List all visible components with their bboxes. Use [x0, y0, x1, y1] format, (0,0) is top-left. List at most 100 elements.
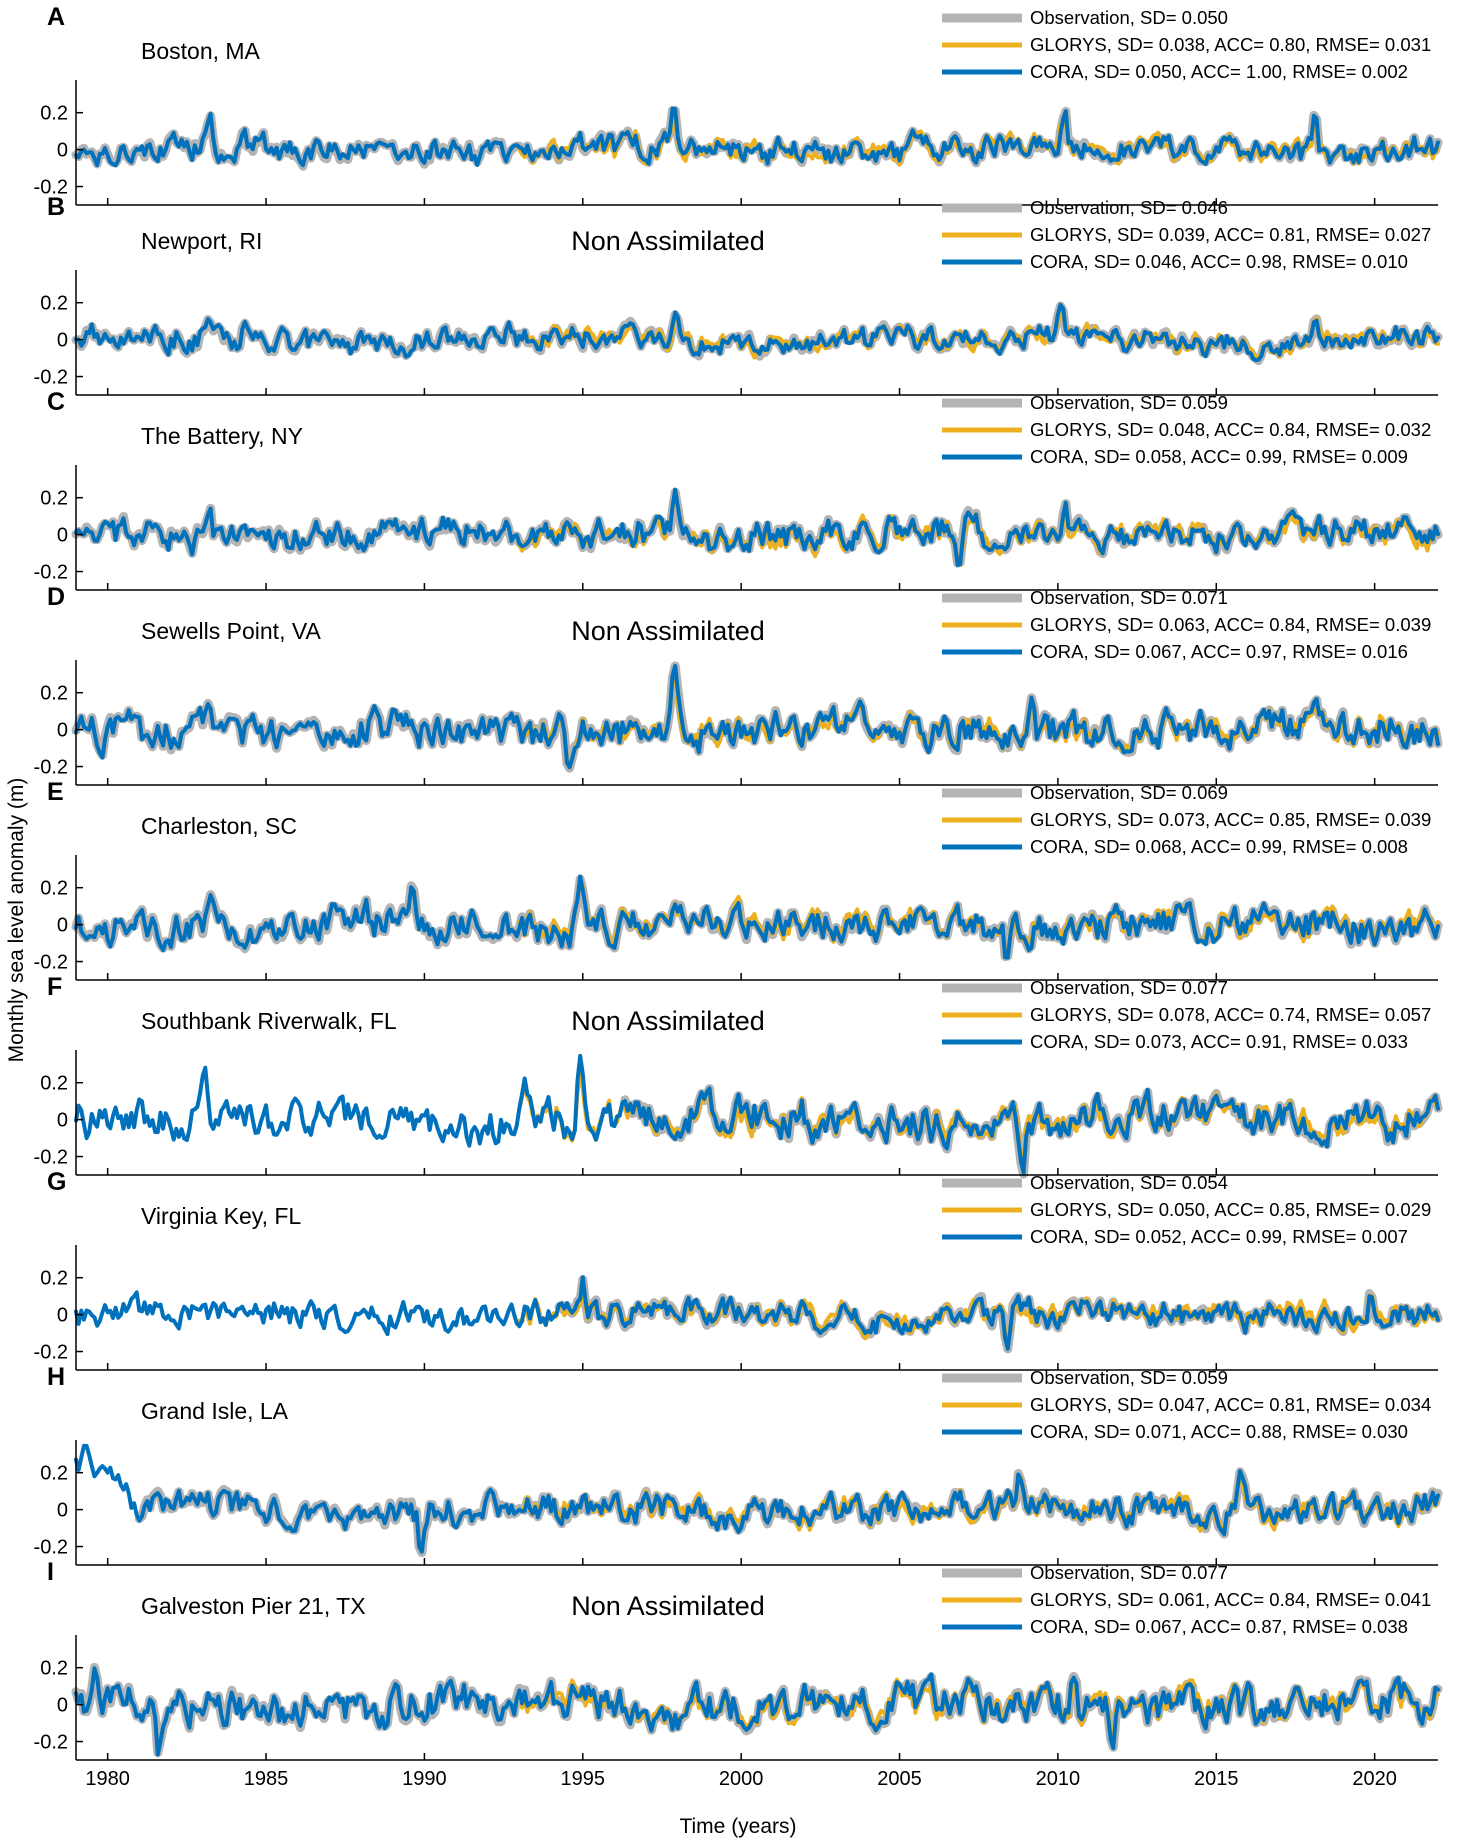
x-tick-label: 1985 [244, 1768, 289, 1790]
cora-line [74, 106, 1440, 168]
panel-letter: C [47, 388, 65, 416]
non-assimilated-label: Non Assimilated [571, 1591, 765, 1621]
y-tick-label: 0 [57, 1110, 68, 1132]
legend-label-observation: Observation, SD= 0.077 [1030, 977, 1228, 998]
x-tick-label: 2010 [1036, 1768, 1081, 1790]
station-title: The Battery, NY [141, 423, 303, 449]
non-assimilated-label: Non Assimilated [571, 1006, 765, 1036]
panel-letter: E [47, 778, 64, 806]
y-tick-label: -0.2 [34, 1342, 68, 1364]
x-tick-label: 1980 [85, 1768, 130, 1790]
y-tick-label: -0.2 [34, 1537, 68, 1559]
legend-label-cora: CORA, SD= 0.068, ACC= 0.99, RMSE= 0.008 [1030, 836, 1408, 857]
panel-f: -0.2 0 0.2 F Southbank Riverwalk, FL Non Assi… [34, 973, 1443, 1179]
legend-label-cora: CORA, SD= 0.067, ACC= 0.97, RMSE= 0.016 [1030, 641, 1408, 662]
panel-g: -0.2 0 0.2 G Virginia Key, FL Observation, SD… [34, 1168, 1443, 1371]
legend-label-cora: CORA, SD= 0.071, ACC= 0.88, RMSE= 0.030 [1030, 1421, 1408, 1442]
x-tick-label: 2005 [877, 1768, 922, 1790]
panel-i: -0.2 0 0.2 1980 1985 1990 1995 2000 2005 2010 2015… [34, 1558, 1443, 1790]
y-tick-label: 0 [57, 140, 68, 162]
legend-label-glorys: GLORYS, SD= 0.048, ACC= 0.84, RMSE= 0.03… [1030, 419, 1431, 440]
glorys-line [517, 1070, 1440, 1166]
legend-label-cora: CORA, SD= 0.058, ACC= 0.99, RMSE= 0.009 [1030, 446, 1408, 467]
non-assimilated-label: Non Assimilated [571, 226, 765, 256]
legend-label-observation: Observation, SD= 0.050 [1030, 7, 1228, 28]
y-tick-label: 0.2 [40, 103, 68, 125]
y-tick-label: -0.2 [34, 562, 68, 584]
y-tick-label: 0.2 [40, 1073, 68, 1095]
legend-label-cora: CORA, SD= 0.073, ACC= 0.91, RMSE= 0.033 [1030, 1031, 1408, 1052]
legend-label-observation: Observation, SD= 0.054 [1030, 1172, 1228, 1193]
y-tick-label: 0.2 [40, 878, 68, 900]
y-tick-label: 0 [57, 720, 68, 742]
x-tick-label: 1990 [402, 1768, 447, 1790]
cora-line [74, 302, 1440, 363]
legend-label-observation: Observation, SD= 0.069 [1030, 782, 1228, 803]
y-tick-label: -0.2 [34, 952, 68, 974]
panel-letter: H [47, 1363, 65, 1391]
legend-label-observation: Observation, SD= 0.059 [1030, 1367, 1228, 1388]
y-tick-label: 0.2 [40, 1463, 68, 1485]
panel-e: -0.2 0 0.2 E Charleston, SC Observation, SD= … [34, 778, 1443, 981]
legend-label-observation: Observation, SD= 0.059 [1030, 392, 1228, 413]
y-tick-label: 0.2 [40, 683, 68, 705]
panel-c: -0.2 0 0.2 C The Battery, NY Observation, SD=… [34, 388, 1443, 591]
legend-label-glorys: GLORYS, SD= 0.061, ACC= 0.84, RMSE= 0.04… [1030, 1589, 1431, 1610]
y-tick-label: -0.2 [34, 367, 68, 389]
legend-label-glorys: GLORYS, SD= 0.038, ACC= 0.80, RMSE= 0.03… [1030, 34, 1431, 55]
legend-label-glorys: GLORYS, SD= 0.078, ACC= 0.74, RMSE= 0.05… [1030, 1004, 1431, 1025]
cora-line [74, 1666, 1440, 1757]
cora-line [74, 487, 1440, 567]
non-assimilated-label: Non Assimilated [571, 616, 765, 646]
y-tick-label: 0 [57, 1695, 68, 1717]
legend-label-cora: CORA, SD= 0.052, ACC= 0.99, RMSE= 0.007 [1030, 1226, 1408, 1247]
panel-b: -0.2 0 0.2 B Newport, RI Non Assimilated Obser… [34, 193, 1443, 396]
cora-line [74, 663, 1440, 770]
legend-label-glorys: GLORYS, SD= 0.063, ACC= 0.84, RMSE= 0.03… [1030, 614, 1431, 635]
legend-label-observation: Observation, SD= 0.077 [1030, 1562, 1228, 1583]
panel-a: -0.2 0 0.2 A Boston, MA Observation, SD= 0.05… [34, 3, 1443, 206]
panel-d: -0.2 0 0.2 D Sewells Point, VA Non Assimilate… [34, 583, 1443, 786]
y-tick-label: 0 [57, 915, 68, 937]
panel-h: -0.2 0 0.2 H Grand Isle, LA Observation, SD= … [34, 1363, 1443, 1566]
y-axis-title: Monthly sea level anomaly (m) [5, 778, 28, 1063]
legend-label-cora: CORA, SD= 0.067, ACC= 0.87, RMSE= 0.038 [1030, 1616, 1408, 1637]
x-tick-label: 1995 [561, 1768, 606, 1790]
y-tick-label: 0.2 [40, 293, 68, 315]
cora-line [74, 874, 1440, 960]
panel-letter: A [47, 3, 65, 31]
y-tick-label: -0.2 [34, 757, 68, 779]
cora-line [74, 1275, 1440, 1351]
legend-label-glorys: GLORYS, SD= 0.050, ACC= 0.85, RMSE= 0.02… [1030, 1199, 1431, 1220]
panel-letter: D [47, 583, 65, 611]
station-title: Sewells Point, VA [141, 618, 321, 644]
panels: -0.2 0 0.2 A Boston, MA Observation, SD= 0.05… [34, 3, 1443, 1790]
y-tick-label: 0 [57, 1305, 68, 1327]
panel-letter: B [47, 193, 65, 221]
cora-line [74, 1443, 1440, 1554]
y-tick-label: 0 [57, 525, 68, 547]
station-title: Virginia Key, FL [141, 1203, 301, 1229]
legend-label-observation: Observation, SD= 0.071 [1030, 587, 1228, 608]
panel-letter: I [47, 1558, 54, 1586]
station-title: Charleston, SC [141, 813, 297, 839]
station-title: Galveston Pier 21, TX [141, 1593, 366, 1619]
y-tick-label: 0.2 [40, 488, 68, 510]
x-tick-label: 2015 [1194, 1768, 1239, 1790]
observation-line [71, 661, 1443, 773]
x-tick-label: 2020 [1352, 1768, 1397, 1790]
y-tick-label: 0 [57, 1500, 68, 1522]
panel-letter: G [47, 1168, 66, 1196]
y-tick-label: 0.2 [40, 1658, 68, 1680]
station-title: Southbank Riverwalk, FL [141, 1008, 397, 1034]
station-title: Boston, MA [141, 38, 261, 64]
legend-label-cora: CORA, SD= 0.046, ACC= 0.98, RMSE= 0.010 [1030, 251, 1408, 272]
legend-label-glorys: GLORYS, SD= 0.047, ACC= 0.81, RMSE= 0.03… [1030, 1394, 1431, 1415]
x-axis-title: Time (years) [679, 1815, 796, 1838]
y-tick-label: -0.2 [34, 177, 68, 199]
legend-label-glorys: GLORYS, SD= 0.073, ACC= 0.85, RMSE= 0.03… [1030, 809, 1431, 830]
cora-line [74, 1053, 1440, 1175]
y-tick-label: -0.2 [34, 1147, 68, 1169]
station-title: Grand Isle, LA [141, 1398, 289, 1424]
